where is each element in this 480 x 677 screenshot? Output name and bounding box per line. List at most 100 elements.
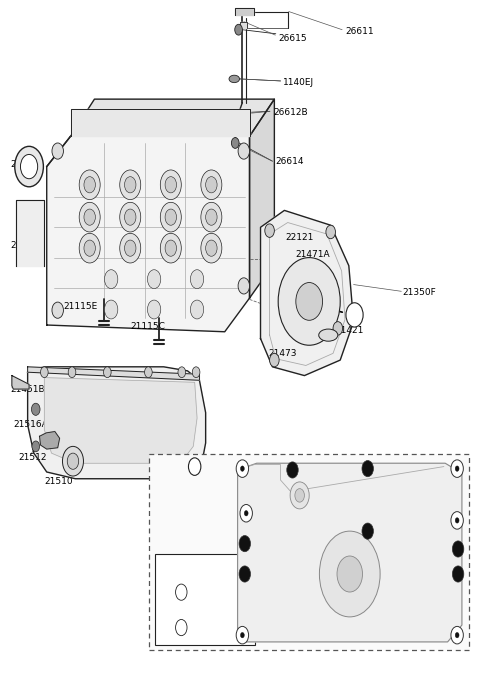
Polygon shape: [28, 367, 205, 479]
Circle shape: [287, 462, 298, 478]
Circle shape: [189, 458, 201, 475]
Polygon shape: [39, 431, 60, 449]
Text: a: a: [244, 510, 248, 516]
Circle shape: [176, 619, 187, 636]
Circle shape: [104, 367, 111, 378]
Circle shape: [105, 300, 118, 319]
Circle shape: [191, 300, 204, 319]
Circle shape: [160, 170, 181, 200]
Circle shape: [270, 353, 279, 367]
Text: a: a: [455, 466, 459, 471]
Text: 22121: 22121: [285, 233, 314, 242]
Polygon shape: [238, 463, 462, 642]
Circle shape: [67, 453, 79, 469]
Circle shape: [201, 234, 222, 263]
Circle shape: [105, 269, 118, 288]
Circle shape: [239, 536, 251, 552]
Circle shape: [362, 523, 373, 539]
Circle shape: [165, 177, 177, 193]
Polygon shape: [44, 378, 197, 463]
Text: 21512: 21512: [18, 454, 47, 462]
Circle shape: [191, 269, 204, 288]
Circle shape: [84, 177, 96, 193]
Text: SYMBOL: SYMBOL: [166, 561, 197, 570]
Text: a: a: [455, 518, 459, 523]
Circle shape: [240, 466, 244, 471]
Circle shape: [40, 367, 48, 378]
Text: 26614: 26614: [276, 157, 304, 167]
Text: 21471A: 21471A: [295, 250, 329, 259]
Circle shape: [124, 209, 136, 225]
Circle shape: [165, 209, 177, 225]
Text: 1140ER: 1140ER: [211, 623, 240, 632]
Circle shape: [205, 240, 217, 257]
Text: b: b: [290, 468, 295, 473]
Ellipse shape: [229, 75, 240, 83]
Text: 26611: 26611: [345, 27, 373, 37]
Circle shape: [455, 518, 459, 523]
Circle shape: [319, 531, 380, 617]
Text: PNC: PNC: [218, 561, 233, 570]
Circle shape: [192, 367, 200, 378]
Circle shape: [451, 460, 463, 477]
Circle shape: [52, 143, 63, 159]
Circle shape: [295, 489, 304, 502]
Polygon shape: [28, 367, 199, 380]
Bar: [155, 554, 255, 645]
Polygon shape: [71, 109, 250, 136]
Polygon shape: [240, 22, 247, 28]
Circle shape: [201, 202, 222, 232]
Circle shape: [62, 446, 84, 476]
Circle shape: [362, 460, 373, 477]
Circle shape: [337, 556, 362, 592]
Circle shape: [231, 137, 239, 148]
FancyBboxPatch shape: [149, 454, 469, 650]
Polygon shape: [250, 99, 275, 298]
Text: b: b: [366, 529, 370, 533]
Circle shape: [124, 240, 136, 257]
Circle shape: [144, 367, 152, 378]
Circle shape: [296, 282, 323, 320]
Text: A: A: [192, 462, 198, 471]
Circle shape: [15, 146, 43, 187]
Circle shape: [68, 367, 76, 378]
Circle shape: [235, 24, 242, 35]
Circle shape: [240, 504, 252, 522]
Circle shape: [178, 367, 186, 378]
Text: 21516A: 21516A: [13, 420, 48, 429]
Circle shape: [238, 143, 250, 159]
Circle shape: [147, 300, 161, 319]
Circle shape: [79, 170, 100, 200]
Circle shape: [79, 234, 100, 263]
Text: a: a: [455, 633, 459, 638]
Polygon shape: [235, 8, 254, 15]
Circle shape: [160, 202, 181, 232]
Text: b: b: [179, 623, 184, 632]
Text: a: a: [240, 466, 244, 471]
Circle shape: [326, 225, 336, 239]
Text: a: a: [240, 633, 244, 638]
Polygon shape: [12, 376, 29, 389]
Polygon shape: [16, 200, 44, 265]
Polygon shape: [47, 99, 275, 167]
Circle shape: [160, 234, 181, 263]
Circle shape: [455, 466, 459, 471]
Text: 21115C: 21115C: [130, 322, 165, 331]
Text: b: b: [243, 571, 247, 577]
Circle shape: [455, 632, 459, 638]
Circle shape: [205, 177, 217, 193]
Circle shape: [124, 177, 136, 193]
Circle shape: [32, 441, 39, 452]
Circle shape: [32, 403, 40, 416]
Text: 21414: 21414: [10, 241, 38, 250]
Circle shape: [451, 626, 463, 644]
Circle shape: [84, 209, 96, 225]
Circle shape: [333, 322, 343, 335]
Text: 21451B: 21451B: [10, 385, 45, 393]
Text: VIEW: VIEW: [160, 460, 194, 473]
Circle shape: [452, 541, 464, 557]
Circle shape: [205, 209, 217, 225]
Text: 21350F: 21350F: [402, 288, 436, 297]
Circle shape: [120, 234, 141, 263]
Circle shape: [79, 202, 100, 232]
